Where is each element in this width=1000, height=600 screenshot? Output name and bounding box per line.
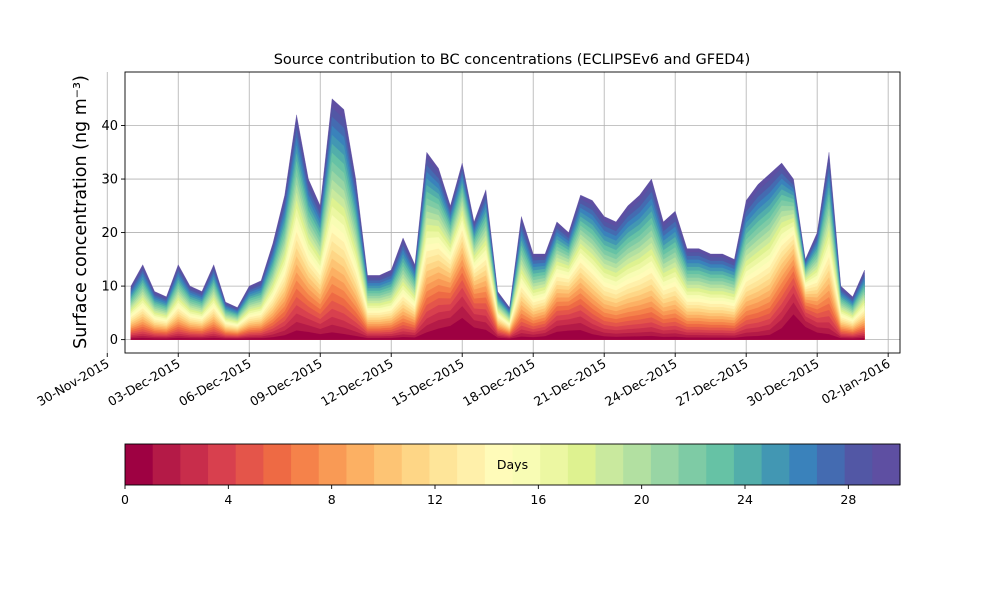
x-tick-label: 18-Dec-2015 xyxy=(460,356,538,409)
colorbar-segment xyxy=(457,444,486,485)
y-tick-label: 20 xyxy=(101,226,118,241)
colorbar-frame xyxy=(124,443,901,486)
y-axis: 0 10 20 30 40 xyxy=(101,119,125,348)
x-tick-label: 02-Jan-2016 xyxy=(819,356,893,407)
x-tick-label: 12-Dec-2015 xyxy=(318,356,396,409)
colorbar-segment xyxy=(595,444,624,485)
colorbar-segment xyxy=(318,444,348,485)
colorbar-segment xyxy=(484,444,514,485)
colorbar-segment xyxy=(346,444,375,485)
colorbar-segment xyxy=(678,444,707,485)
x-tick-label: 30-Nov-2015 xyxy=(34,356,111,409)
x-tick-label: 21-Dec-2015 xyxy=(531,356,609,409)
x-axis: 30-Nov-201503-Dec-201506-Dec-201509-Dec-… xyxy=(34,353,893,409)
colorbar-segment xyxy=(567,444,597,485)
colorbar-tick-label: 16 xyxy=(530,492,546,507)
area-band xyxy=(130,302,865,340)
x-tick-label: 06-Dec-2015 xyxy=(176,356,254,409)
y-tick-label: 0 xyxy=(110,333,118,348)
colorbar-tick-label: 20 xyxy=(634,492,650,507)
colorbar-segment xyxy=(844,444,873,485)
colorbar-segment xyxy=(761,444,790,485)
colorbar-tick-label: 0 xyxy=(121,492,129,507)
area-band xyxy=(130,314,865,340)
colorbar-segment xyxy=(152,444,181,485)
x-tick-label: 27-Dec-2015 xyxy=(673,356,751,409)
colorbar-label: Days xyxy=(497,457,528,472)
colorbar-segment xyxy=(235,444,264,485)
colorbar-segment xyxy=(208,444,237,485)
colorbar-tick-label: 8 xyxy=(328,492,336,507)
x-tick-label: 15-Dec-2015 xyxy=(389,356,467,409)
colorbar-segment xyxy=(789,444,818,485)
colorbar-segment xyxy=(125,444,154,485)
colorbar-segment xyxy=(872,444,901,485)
y-axis-label: Surface concentration (ng m⁻³) xyxy=(71,75,91,349)
colorbar-segment xyxy=(401,444,431,485)
colorbar-segment xyxy=(623,444,652,485)
y-tick-label: 40 xyxy=(101,119,118,134)
colorbar: Days 0 4 8 12 16 20 24 28 xyxy=(121,443,901,507)
y-tick-label: 10 xyxy=(101,280,118,295)
x-tick-label: 09-Dec-2015 xyxy=(247,356,325,409)
x-tick-label: 24-Dec-2015 xyxy=(602,356,680,409)
colorbar-segment xyxy=(291,444,320,485)
colorbar-tick-label: 4 xyxy=(224,492,232,507)
chart-title: Source contribution to BC concentrations… xyxy=(274,52,751,68)
y-tick-label: 30 xyxy=(101,173,118,188)
plot-frame xyxy=(124,71,901,354)
colorbar-tick-label: 12 xyxy=(427,492,443,507)
plot-area xyxy=(106,71,901,354)
colorbar-segment xyxy=(180,444,209,485)
colorbar-segment xyxy=(816,444,846,485)
x-tick-label: 30-Dec-2015 xyxy=(744,356,822,409)
colorbar-segment xyxy=(540,444,569,485)
colorbar-segment xyxy=(650,444,680,485)
colorbar-segment xyxy=(512,444,541,485)
colorbar-segment xyxy=(263,444,292,485)
colorbar-tick-label: 24 xyxy=(737,492,753,507)
colorbar-tick-label: 28 xyxy=(840,492,856,507)
colorbar-segment xyxy=(429,444,458,485)
colorbar-segment xyxy=(374,444,403,485)
x-tick-label: 03-Dec-2015 xyxy=(105,356,183,409)
colorbar-segment xyxy=(706,444,735,485)
colorbar-segment xyxy=(733,444,763,485)
